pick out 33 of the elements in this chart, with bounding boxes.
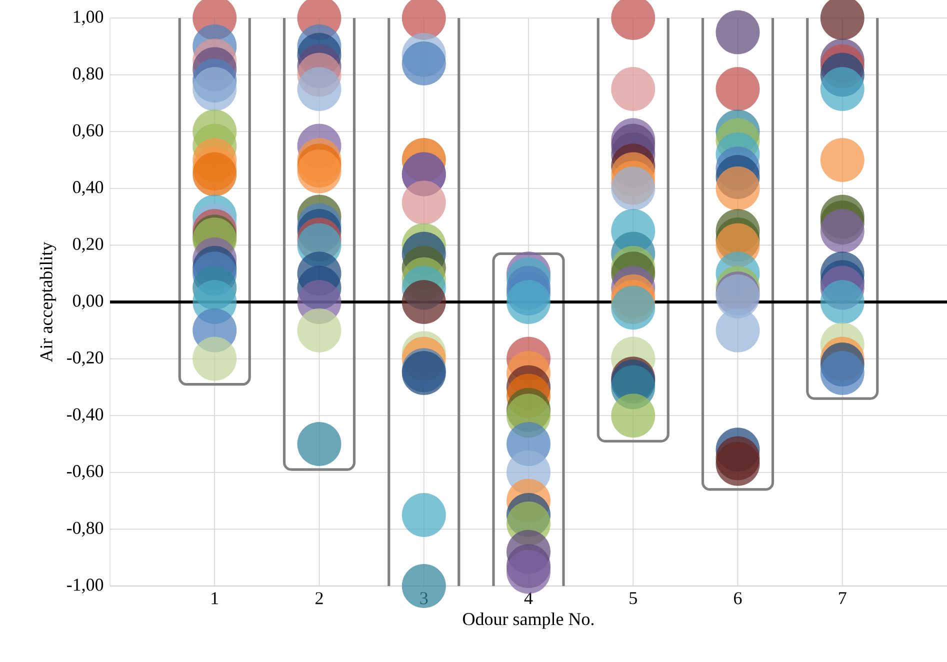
x-tick-label: 7	[839, 592, 846, 604]
point	[716, 308, 760, 352]
x-tick-label: 6	[734, 592, 742, 604]
y-tick-label: -0,80	[66, 522, 104, 537]
point	[192, 336, 237, 381]
y-tick-label: -0,60	[66, 465, 104, 480]
point	[402, 180, 446, 225]
point	[402, 564, 446, 608]
y-tick-label: 0,00	[72, 294, 104, 310]
point	[506, 550, 551, 594]
point	[716, 442, 760, 486]
point	[716, 10, 760, 54]
x-tick-label: 4	[524, 592, 533, 604]
x-tick-label: 1	[212, 592, 218, 604]
y-tick-label: 1,00	[74, 10, 104, 26]
y-tick-label: 0,20	[72, 238, 104, 253]
x-tick-label: 2	[316, 592, 323, 604]
point	[611, 66, 656, 111]
x-tick-label: 3	[420, 592, 428, 604]
y-tick-label: -0,20	[66, 351, 104, 366]
y-tick-label: 0,60	[72, 124, 104, 139]
x-axis-title: Odour sample No.	[463, 612, 594, 629]
y-axis-title: Air acceptability	[40, 242, 56, 362]
y-tick-label: 0,40	[72, 181, 104, 196]
point	[297, 308, 342, 352]
point	[297, 422, 342, 466]
x-tick-label: 5	[630, 592, 637, 604]
point	[820, 209, 864, 253]
y-tick-label: -0,40	[66, 408, 104, 423]
point	[192, 152, 237, 196]
y-tick-label: -1,00	[66, 578, 104, 594]
y-tick-label: 0,80	[72, 67, 104, 82]
point	[716, 66, 760, 111]
